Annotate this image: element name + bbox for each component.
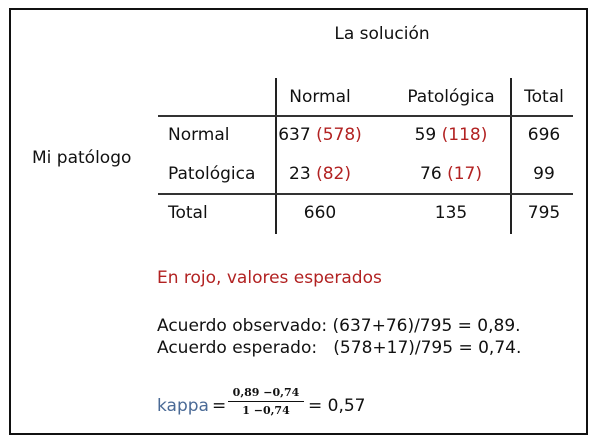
observed-value: 59 [414, 125, 437, 145]
row-total: 99 [533, 164, 555, 184]
col-header: Total [524, 87, 564, 107]
expected-value: (578) [316, 125, 362, 145]
expected-value: (118) [441, 125, 488, 145]
fraction-numerator: 0,89 −0,74 [228, 386, 304, 402]
kappa-equals: = [212, 396, 227, 416]
kappa-fraction: 0,89 −0,74 1 −0,74 [228, 386, 304, 417]
slide-title: La solución [334, 24, 430, 44]
observed-value: 637 [278, 125, 311, 145]
divider [510, 78, 512, 234]
cell: 637 (578) [278, 125, 362, 145]
observed-value: 23 [289, 164, 311, 184]
kappa-result: = 0,57 [308, 396, 366, 416]
observed-agreement: Acuerdo observado: (637+76)/795 = 0,89. [157, 316, 521, 336]
col-total: 135 [434, 203, 468, 223]
grand-total: 795 [527, 203, 561, 223]
slide-frame [9, 8, 588, 435]
fraction-denominator: 1 −0,74 [242, 404, 290, 417]
legend-note: En rojo, valores esperados [157, 268, 382, 288]
expected-agreement: Acuerdo esperado: (578+17)/795 = 0,74. [157, 338, 522, 358]
col-header: Normal [289, 87, 351, 107]
cell: 23 (82) [289, 164, 351, 184]
expected-value: (17) [447, 164, 482, 184]
col-total: 660 [303, 203, 337, 223]
col-header: Patológica [407, 87, 495, 107]
row-title: Mi patólogo [32, 148, 132, 168]
row-label: Normal [168, 125, 230, 145]
divider [158, 193, 573, 195]
divider [158, 115, 573, 117]
row-label: Patológica [168, 164, 256, 184]
row-label: Total [168, 203, 208, 223]
expected-value: (82) [316, 164, 351, 184]
cell: 59 (118) [415, 125, 488, 145]
observed-value: 76 [420, 164, 442, 184]
kappa-label: kappa [157, 396, 209, 416]
row-total: 696 [527, 125, 561, 145]
cell: 76 (17) [420, 164, 482, 184]
divider [275, 78, 277, 234]
